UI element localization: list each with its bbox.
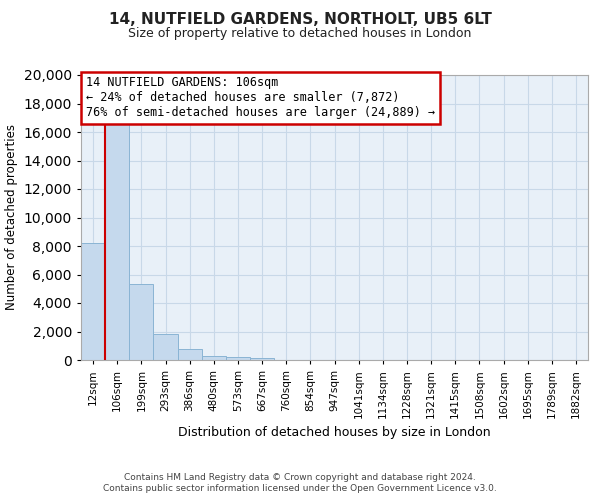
Text: Contains public sector information licensed under the Open Government Licence v3: Contains public sector information licen… (103, 484, 497, 493)
Bar (154, 334, 178, 360)
Bar (178, 350, 202, 360)
Text: Size of property relative to detached houses in London: Size of property relative to detached ho… (128, 28, 472, 40)
Text: 14 NUTFIELD GARDENS: 106sqm
← 24% of detached houses are smaller (7,872)
76% of : 14 NUTFIELD GARDENS: 106sqm ← 24% of det… (86, 76, 435, 120)
Text: Contains HM Land Registry data © Crown copyright and database right 2024.: Contains HM Land Registry data © Crown c… (124, 472, 476, 482)
Y-axis label: Number of detached properties: Number of detached properties (5, 124, 18, 310)
Text: 14, NUTFIELD GARDENS, NORTHOLT, UB5 6LT: 14, NUTFIELD GARDENS, NORTHOLT, UB5 6LT (109, 12, 491, 28)
Bar (81, 243, 105, 360)
Bar (226, 357, 250, 360)
Bar (129, 284, 154, 360)
Bar (202, 356, 226, 360)
Bar (250, 358, 274, 360)
X-axis label: Distribution of detached houses by size in London: Distribution of detached houses by size … (178, 426, 491, 439)
Bar (105, 124, 129, 360)
